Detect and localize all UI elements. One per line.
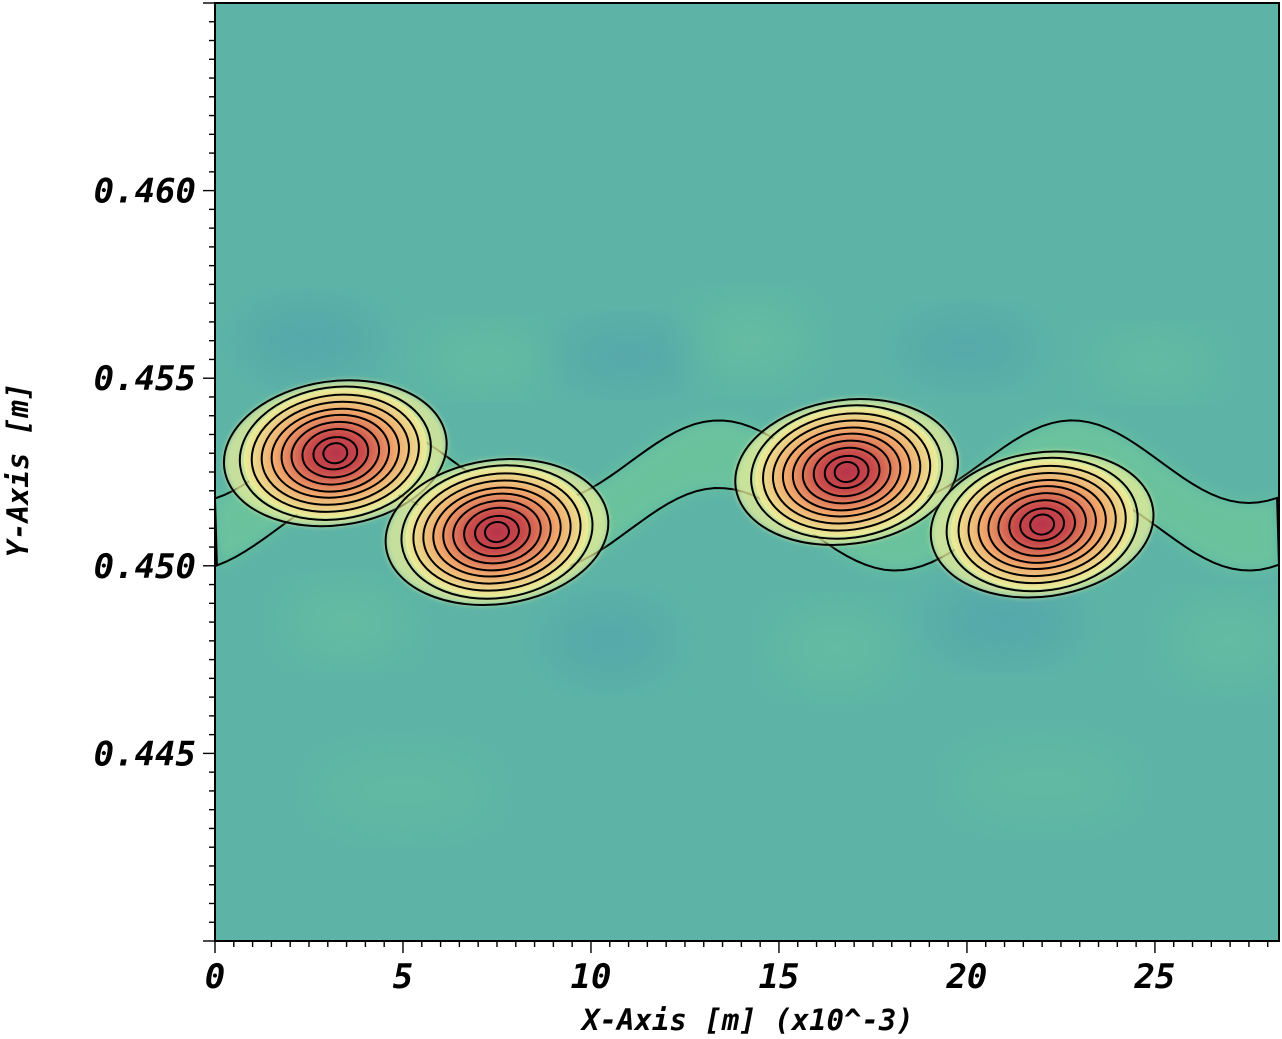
x-tick-label: 25 <box>1133 957 1175 997</box>
contour-line <box>823 454 870 490</box>
contour-line <box>238 385 432 521</box>
contour-line <box>312 436 359 471</box>
contour-line <box>1008 499 1076 550</box>
field-shading <box>238 300 1279 831</box>
contour-line <box>957 464 1127 585</box>
x-tick-label: 20 <box>945 957 987 997</box>
plot-area <box>215 3 1279 941</box>
vortex-4 <box>929 450 1155 599</box>
x-axis-title: X-Axis [m] (x10^-3) <box>579 1003 914 1037</box>
shade-blob <box>896 313 1037 384</box>
x-axis-ticks <box>214 941 1269 953</box>
contour-line <box>432 486 562 578</box>
contour-line <box>280 413 391 493</box>
contour-line <box>945 456 1139 593</box>
y-axis-ticks <box>203 2 215 942</box>
y-tick-label: 0.450 <box>94 547 196 587</box>
shade-blob <box>558 323 699 388</box>
x-axis-tick-labels: 0 5 10 15 20 25 <box>205 957 1176 997</box>
contour-line <box>384 458 610 607</box>
shade-blob <box>929 584 1080 661</box>
vortex-1 <box>222 379 448 528</box>
contour-line <box>250 393 420 513</box>
contour-line <box>734 398 959 546</box>
y-tick-label: 0.455 <box>94 359 196 399</box>
contour-line <box>484 520 510 544</box>
contour-line <box>997 492 1087 557</box>
vortex-cores <box>222 379 1155 607</box>
shade-blob <box>312 750 493 831</box>
x-tick-label: 0 <box>205 957 225 997</box>
contour-line <box>987 485 1097 564</box>
contour-line <box>290 420 381 486</box>
y-tick-label: 0.445 <box>94 734 196 774</box>
y-axis-tick-labels: 0.445 0.450 0.455 0.460 <box>94 172 196 775</box>
contour-line <box>772 419 922 525</box>
contour-line <box>967 471 1117 578</box>
contour-line <box>929 450 1155 599</box>
contour-line <box>260 400 410 506</box>
shade-blob <box>425 329 546 390</box>
contour-line <box>322 442 349 465</box>
contour-line <box>463 506 531 558</box>
contour-line <box>301 428 370 479</box>
contour-line <box>791 432 902 512</box>
contour-line <box>222 379 448 528</box>
shade-blob <box>952 743 1133 824</box>
shade-blob <box>544 600 675 681</box>
contour-line <box>833 460 860 484</box>
vortex-fill <box>950 459 1134 590</box>
vortex-2 <box>384 458 610 607</box>
contour-line <box>270 407 400 499</box>
x-tick-label: 5 <box>393 957 413 997</box>
contour-line <box>412 472 582 592</box>
contour-line <box>422 479 572 585</box>
shade-blob <box>238 302 379 379</box>
contour-line <box>452 499 542 565</box>
shade-blob <box>1094 333 1215 394</box>
x-tick-label: 10 <box>570 957 611 997</box>
vortex-3 <box>734 398 959 546</box>
contour-line <box>750 404 944 540</box>
shade-blob <box>1170 600 1279 681</box>
x-tick-label: 15 <box>758 957 799 997</box>
shade-blob <box>286 586 407 659</box>
contour-line <box>762 412 932 532</box>
contour-line <box>801 439 892 505</box>
vortex-fill <box>243 388 427 518</box>
shade-blob <box>688 300 809 381</box>
contour-line <box>1019 507 1066 542</box>
vortex-fill <box>405 467 589 597</box>
y-tick-label: 0.460 <box>94 172 196 212</box>
contour-line <box>442 492 552 572</box>
contour-line <box>977 479 1107 571</box>
y-axis-title: Y-Axis [m] <box>1 383 35 558</box>
contour-line <box>781 426 912 518</box>
contour-line <box>400 464 594 600</box>
contour-line <box>812 446 881 498</box>
shade-blob <box>775 608 896 689</box>
vortex-fill <box>755 407 939 537</box>
contour-line <box>1029 513 1056 536</box>
contour-line <box>474 514 520 550</box>
